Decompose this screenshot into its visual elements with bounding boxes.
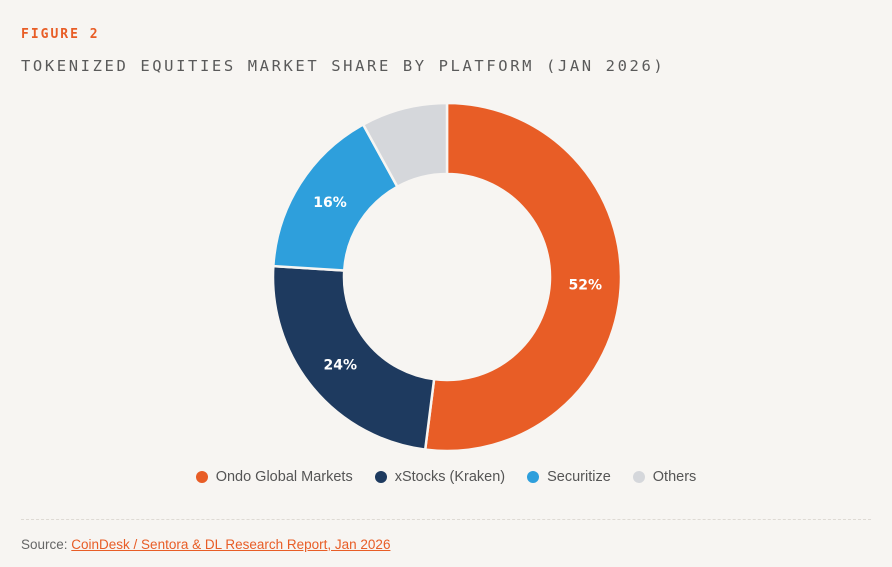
legend-item-xstocks: xStocks (Kraken): [374, 469, 506, 485]
legend-label: Ondo Global Markets: [215, 469, 353, 485]
legend-swatch: [195, 471, 208, 483]
legend-item-others: Others: [632, 469, 697, 485]
donut-slice-ondo-global-markets: [423, 101, 623, 453]
footer-divider: [21, 519, 871, 520]
legend-swatch: [632, 471, 645, 483]
donut-slice-xstocks-kraken: [271, 264, 436, 452]
legend-swatch: [374, 471, 387, 483]
slice-value-label: 52%: [568, 278, 602, 294]
donut-slice-others: [361, 101, 449, 189]
legend-item-securitize: Securitize: [527, 469, 611, 485]
legend-label: Securitize: [547, 469, 611, 485]
source-prefix: Source:: [21, 537, 72, 552]
slice-value-label: 24%: [324, 357, 358, 373]
legend-item-ondo: Ondo Global Markets: [195, 469, 353, 485]
chart-legend: Ondo Global Markets xStocks (Kraken) Sec…: [0, 469, 892, 485]
source-note: Source: CoinDesk / Sentora & DL Research…: [21, 537, 390, 552]
legend-label: xStocks (Kraken): [394, 469, 506, 485]
slice-value-label: 16%: [313, 195, 347, 211]
legend-label: Others: [652, 469, 697, 485]
source-link[interactable]: CoinDesk / Sentora & DL Research Report,…: [71, 537, 391, 552]
legend-swatch: [527, 471, 540, 483]
figure-label: FIGURE 2: [21, 27, 100, 42]
chart-title: TOKENIZED EQUITIES MARKET SHARE BY PLATF…: [21, 57, 666, 75]
